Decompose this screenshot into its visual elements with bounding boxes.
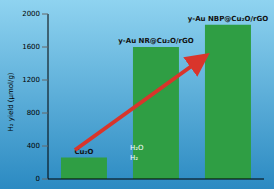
svg-text:H₂: H₂ <box>130 154 138 162</box>
svg-text:800: 800 <box>27 109 40 117</box>
svg-text:400: 400 <box>27 142 40 150</box>
svg-text:2000: 2000 <box>22 10 40 18</box>
svg-text:y-Au NR@Cu₂O/rGO: y-Au NR@Cu₂O/rGO <box>118 37 193 45</box>
svg-text:H₂O: H₂O <box>130 144 144 152</box>
svg-text:H₂ yield (μmol/g): H₂ yield (μmol/g) <box>8 72 15 131</box>
svg-text:1600: 1600 <box>22 43 40 51</box>
svg-text:y-Au NBP@Cu₂O/rGO: y-Au NBP@Cu₂O/rGO <box>188 15 266 23</box>
svg-text:0: 0 <box>36 175 40 183</box>
svg-text:1200: 1200 <box>22 76 40 84</box>
svg-text:Cu₂O: Cu₂O <box>74 148 93 156</box>
